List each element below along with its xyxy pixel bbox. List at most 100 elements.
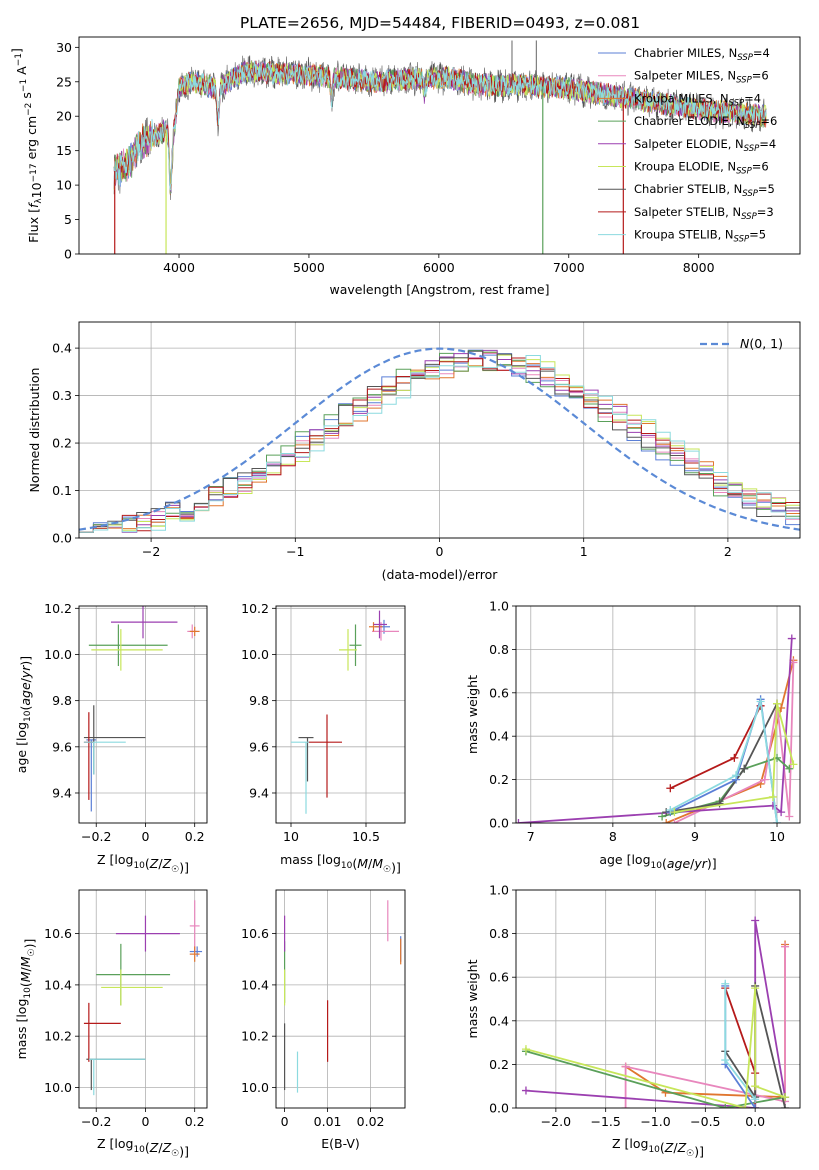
y-axis-label: Normed distribution	[27, 368, 42, 493]
x-tick-label: 0	[436, 544, 444, 559]
y-tick-label: 9.8	[52, 693, 72, 708]
x-tick-label: −1	[286, 544, 304, 559]
x-tick-label: 5000	[293, 260, 325, 275]
weight-marker-8	[721, 979, 730, 988]
y-tick-label: 0.1	[52, 483, 72, 498]
y-tick-label: 9.4	[249, 785, 269, 800]
weight-marker-0	[751, 1104, 760, 1108]
y-tick-label: 15	[56, 143, 72, 158]
y-tick-label: 0.4	[52, 341, 72, 356]
histogram-series-8	[79, 355, 800, 533]
y-tick-label: 10.6	[241, 926, 269, 941]
age-vs-mass-panel	[272, 606, 405, 827]
y-tick-label: 0.2	[489, 1057, 509, 1072]
x-axis-label: Z [log10(Z/Z☉)]	[97, 1136, 189, 1159]
spectrum-panel	[75, 46, 700, 258]
x-tick-label: −0.2	[81, 1114, 111, 1129]
weight-marker-8	[731, 771, 740, 780]
x-tick-label: −1.5	[591, 1114, 621, 1129]
weight-marker-4	[777, 808, 786, 817]
y-tick-label: 9.4	[52, 785, 72, 800]
weight-marker-1	[621, 1062, 630, 1071]
x-axis-label: wavelength [Angstrom, rest frame]	[329, 282, 549, 297]
x-tick-label: 2	[724, 544, 732, 559]
weight-line-5	[674, 702, 795, 813]
y-axis-label: Flux [fλ10−17 erg cm−2 s−1 A−1]	[9, 48, 44, 243]
x-axis-label: (data-model)/error	[382, 567, 499, 582]
weight-marker-1	[621, 1104, 630, 1108]
x-axis-label: age [log10(age/yr)]	[599, 852, 716, 871]
weight-marker-2	[662, 819, 671, 823]
weight-marker-8	[721, 1056, 730, 1065]
weight-marker-4	[516, 819, 523, 823]
weight-marker-7	[666, 784, 675, 793]
x-tick-label: 0	[281, 1114, 289, 1129]
weight-line-4	[518, 638, 793, 823]
x-tick-label: 1	[580, 544, 588, 559]
weight-marker-5	[751, 1082, 760, 1091]
x-tick-label: −0.2	[81, 829, 111, 844]
y-tick-label: 0.6	[489, 685, 509, 700]
mass-vs-Z-panel	[75, 890, 207, 1112]
weight-line-3	[525, 1050, 786, 1108]
y-tick-label: 25	[56, 74, 72, 89]
y-tick-label: 10.2	[44, 1029, 72, 1044]
x-tick-label: 6000	[423, 260, 455, 275]
y-tick-label: 0.8	[489, 642, 509, 657]
y-tick-label: 0.0	[489, 816, 509, 831]
x-tick-label: 10	[283, 829, 299, 844]
weight-marker-8	[756, 697, 765, 706]
x-tick-label: 0.2	[185, 1114, 205, 1129]
weight-marker-5	[789, 760, 798, 769]
legend-entry: Kroupa MILES, NSSP=4	[634, 91, 761, 108]
legend-entry: N(0, 1)	[740, 336, 783, 351]
y-tick-label: 10	[56, 178, 72, 193]
spectrum-series-8	[113, 60, 767, 191]
x-tick-label: 10	[769, 829, 785, 844]
mass-vs-EBV-panel	[272, 890, 405, 1112]
histogram-panel	[75, 322, 800, 542]
weight-marker-8	[751, 1095, 760, 1104]
weight-marker-7	[730, 753, 739, 762]
weight-marker-5	[768, 792, 777, 801]
weight-marker-5	[751, 984, 760, 993]
y-tick-label: 0.2	[52, 436, 72, 451]
weight-marker-6	[715, 799, 724, 808]
weight-marker-6	[781, 1104, 790, 1108]
axes-frame	[78, 605, 208, 824]
weight-marker-1	[785, 812, 794, 821]
legend-entry: Salpeter ELODIE, NSSP=4	[634, 137, 776, 154]
weight-line-7	[669, 705, 762, 790]
x-tick-label: −0.5	[690, 1114, 720, 1129]
y-tick-label: 10.4	[241, 977, 269, 992]
weight-line-1	[624, 946, 786, 1108]
x-tick-label: −2.0	[541, 1114, 571, 1129]
normal-reference-curve	[79, 347, 800, 531]
x-tick-label: −1.0	[640, 1114, 670, 1129]
weight-marker-4	[787, 634, 796, 643]
weight-marker-3	[785, 764, 794, 773]
y-axis-label: mass weight	[465, 959, 480, 1038]
y-tick-label: 10.2	[241, 601, 269, 616]
y-tick-label: 0.8	[489, 926, 509, 941]
axes-frame	[515, 605, 801, 824]
y-tick-label: 20	[56, 109, 72, 124]
x-tick-label: 0.2	[185, 829, 205, 844]
y-tick-label: 0.2	[489, 772, 509, 787]
figure-title: PLATE=2656, MJD=54484, FIBERID=0493, z=0…	[240, 14, 640, 32]
y-tick-label: 10.0	[44, 1080, 72, 1095]
weight-marker-3	[658, 812, 667, 821]
x-tick-label: 0	[141, 829, 149, 844]
y-tick-label: 9.8	[249, 693, 269, 708]
x-tick-label: 7000	[553, 260, 585, 275]
legend-entry: Chabrier MILES, NSSP=4	[634, 46, 770, 63]
y-tick-label: 10.0	[241, 647, 269, 662]
y-tick-label: 30	[56, 40, 72, 55]
y-tick-label: 1.0	[489, 883, 509, 898]
x-tick-label: 7	[527, 829, 535, 844]
y-tick-label: 0.6	[489, 970, 509, 985]
x-axis-label: mass [log10(M/M☉)]	[280, 852, 401, 875]
x-tick-label: 9	[691, 829, 699, 844]
weight-marker-4	[521, 1086, 530, 1095]
y-tick-label: 9.6	[249, 739, 269, 754]
